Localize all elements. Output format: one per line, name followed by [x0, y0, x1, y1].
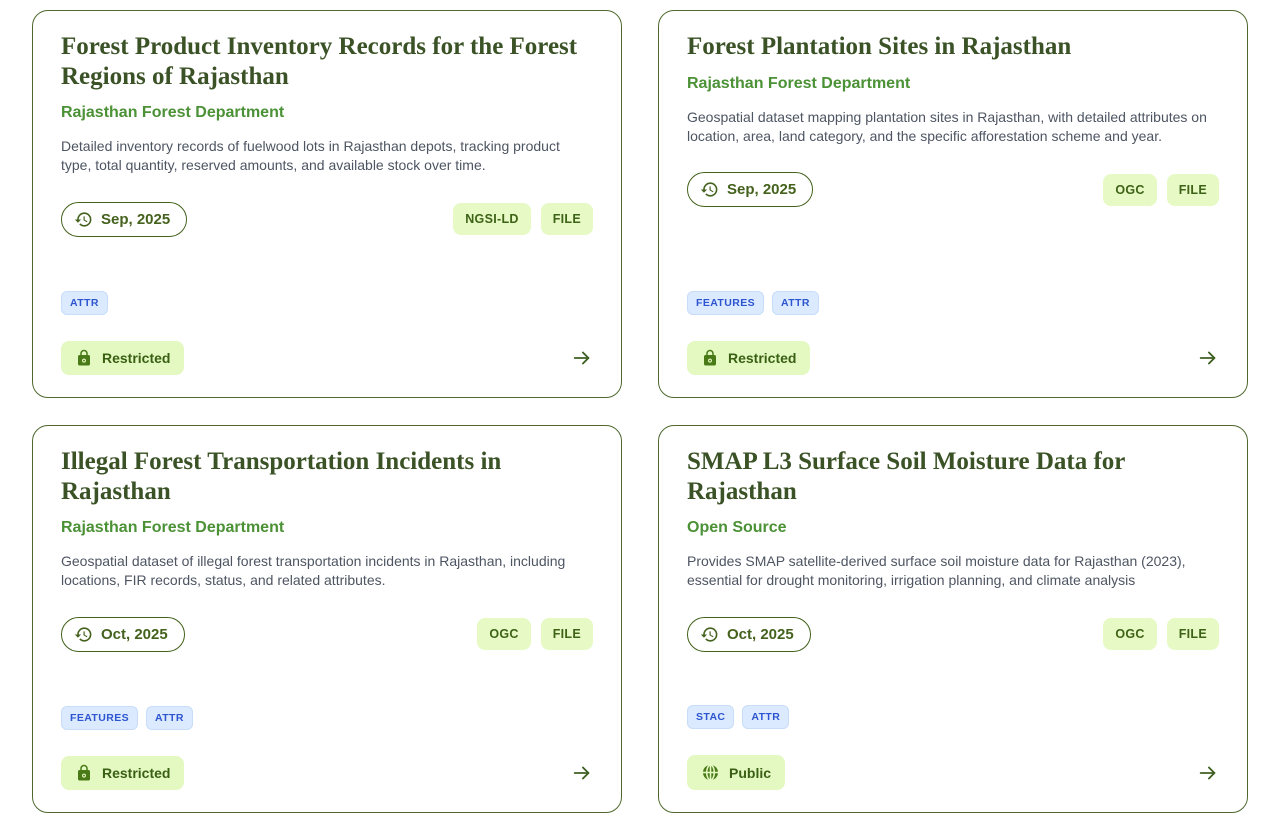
format-badge: FILE [540, 618, 593, 651]
service-tag-badge: ATTR [742, 705, 790, 729]
history-icon [74, 210, 93, 229]
meta-row: Oct, 2025 OGC FILE [61, 616, 593, 652]
open-dataset-arrow-button[interactable] [1197, 347, 1219, 369]
history-icon [700, 625, 719, 644]
last-updated-label: Sep, 2025 [101, 210, 171, 228]
dataset-publisher: Rajasthan Forest Department [61, 104, 285, 121]
last-updated-label: Oct, 2025 [727, 625, 794, 643]
format-badges: NGSI-LD FILE [453, 203, 593, 236]
meta-row: Oct, 2025 OGC FILE [687, 616, 1219, 652]
access-label: Restricted [728, 350, 797, 366]
format-badge: FILE [540, 203, 593, 236]
service-tag-badge: ATTR [772, 291, 819, 315]
service-tag-badge: FEATURES [61, 706, 139, 730]
last-updated-pill: Sep, 2025 [687, 172, 814, 208]
arrow-right-icon [1197, 762, 1219, 784]
service-tag-badge: FEATURES [687, 291, 765, 315]
dataset-title: Forest Product Inventory Records for the… [61, 33, 578, 90]
last-updated-pill: Oct, 2025 [61, 616, 185, 652]
format-badge: OGC [1103, 173, 1157, 206]
service-tag-badge: STAC [687, 705, 735, 729]
access-label: Public [729, 764, 772, 781]
globe-icon [701, 763, 720, 782]
history-icon [700, 180, 719, 199]
access-badge-restricted: Restricted [61, 756, 185, 790]
format-badges: OGC FILE [1103, 618, 1219, 651]
dataset-publisher: Open Source [687, 519, 787, 536]
access-badge-restricted: Restricted [687, 341, 811, 375]
access-label: Restricted [102, 765, 171, 781]
dataset-card-forest-plantation-sites[interactable]: Forest Plantation Sites in Rajasthan Raj… [658, 10, 1248, 398]
format-badge: NGSI-LD [453, 203, 531, 236]
dataset-description: Detailed inventory records of fuelwood l… [61, 138, 560, 174]
format-badges: OGC FILE [1103, 173, 1219, 206]
service-tag-row: FEATURES ATTR [61, 706, 593, 730]
open-dataset-arrow-button[interactable] [1197, 762, 1219, 784]
meta-row: Sep, 2025 OGC FILE [687, 172, 1219, 208]
lock-icon [75, 764, 93, 782]
card-footer: Restricted [61, 756, 593, 790]
open-dataset-arrow-button[interactable] [571, 347, 593, 369]
format-badge: FILE [1166, 173, 1219, 206]
access-label: Restricted [102, 350, 171, 366]
last-updated-pill: Sep, 2025 [61, 201, 188, 237]
dataset-publisher: Rajasthan Forest Department [687, 74, 911, 92]
format-badge: FILE [1166, 618, 1219, 651]
arrow-right-icon [571, 347, 593, 369]
service-tag-badge: ATTR [146, 706, 193, 730]
service-tag-row: FEATURES ATTR [687, 291, 1219, 315]
dataset-title: SMAP L3 Surface Soil Moisture Data for R… [687, 448, 1125, 505]
service-tag-badge: ATTR [61, 291, 108, 315]
lock-icon [75, 349, 93, 367]
access-badge-public: Public [687, 755, 786, 790]
card-footer: Public [687, 755, 1219, 790]
history-icon [74, 625, 93, 644]
dataset-title: Illegal Forest Transportation Incidents … [61, 448, 502, 505]
dataset-card-smap-soil-moisture[interactable]: SMAP L3 Surface Soil Moisture Data for R… [658, 425, 1248, 813]
service-tag-row: ATTR [61, 291, 593, 315]
dataset-description: Provides SMAP satellite-derived surface … [687, 553, 1186, 589]
format-badge: OGC [1103, 618, 1157, 651]
dataset-card-illegal-transportation-incidents[interactable]: Illegal Forest Transportation Incidents … [32, 425, 622, 813]
last-updated-label: Sep, 2025 [727, 181, 797, 199]
access-badge-restricted: Restricted [61, 341, 185, 375]
lock-icon [701, 349, 719, 367]
dataset-publisher: Rajasthan Forest Department [61, 519, 285, 536]
arrow-right-icon [571, 762, 593, 784]
meta-row: Sep, 2025 NGSI-LD FILE [61, 201, 593, 237]
last-updated-pill: Oct, 2025 [687, 616, 811, 652]
card-footer: Restricted [61, 341, 593, 375]
arrow-right-icon [1197, 347, 1219, 369]
dataset-description: Geospatial dataset mapping plantation si… [687, 108, 1207, 144]
dataset-description: Geospatial dataset of illegal forest tra… [61, 553, 566, 589]
format-badge: OGC [477, 618, 531, 651]
service-tag-row: STAC ATTR [687, 705, 1219, 729]
last-updated-label: Oct, 2025 [101, 625, 168, 643]
dataset-card-forest-product-inventory[interactable]: Forest Product Inventory Records for the… [32, 10, 622, 398]
open-dataset-arrow-button[interactable] [571, 762, 593, 784]
card-footer: Restricted [687, 341, 1219, 375]
format-badges: OGC FILE [477, 618, 593, 651]
dataset-title: Forest Plantation Sites in Rajasthan [687, 33, 1072, 60]
